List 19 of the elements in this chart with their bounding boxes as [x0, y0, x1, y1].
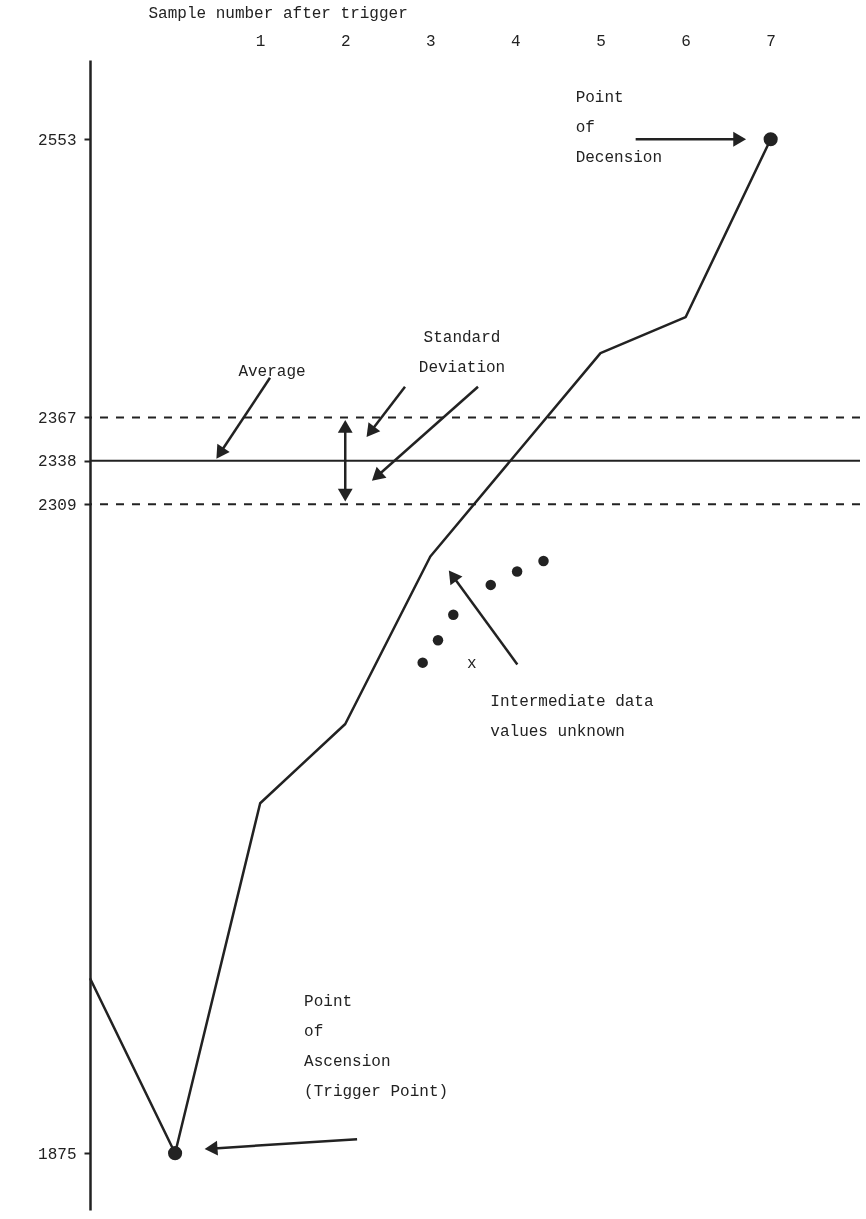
- x-tick-label: 2: [340, 32, 351, 51]
- x-tick-label: 6: [681, 32, 691, 51]
- annotation: Point of Decension: [575, 89, 663, 168]
- annotation: x: [466, 654, 477, 673]
- x-tick-label: 4: [511, 32, 521, 51]
- annotation: Intermediate data values unknown: [490, 693, 654, 742]
- y-tick-label: 2367: [38, 409, 77, 428]
- x-axis-title: Sample number after trigger: [148, 4, 408, 23]
- y-tick-label: 1875: [38, 1145, 77, 1164]
- y-tick-label: 2338: [38, 453, 77, 472]
- y-tick-label: 2309: [38, 496, 77, 515]
- x-tick-label: 3: [426, 32, 436, 51]
- x-tick-label: 1: [255, 32, 266, 51]
- annotation: Point of Ascension (Trigger Point): [304, 993, 449, 1102]
- ref-line-label: Average: [238, 362, 306, 381]
- x-tick-label: 7: [766, 32, 776, 51]
- y-tick-label: 2553: [38, 131, 77, 150]
- x-tick-label: 5: [596, 32, 606, 51]
- annotation: Standard Deviation: [418, 328, 506, 377]
